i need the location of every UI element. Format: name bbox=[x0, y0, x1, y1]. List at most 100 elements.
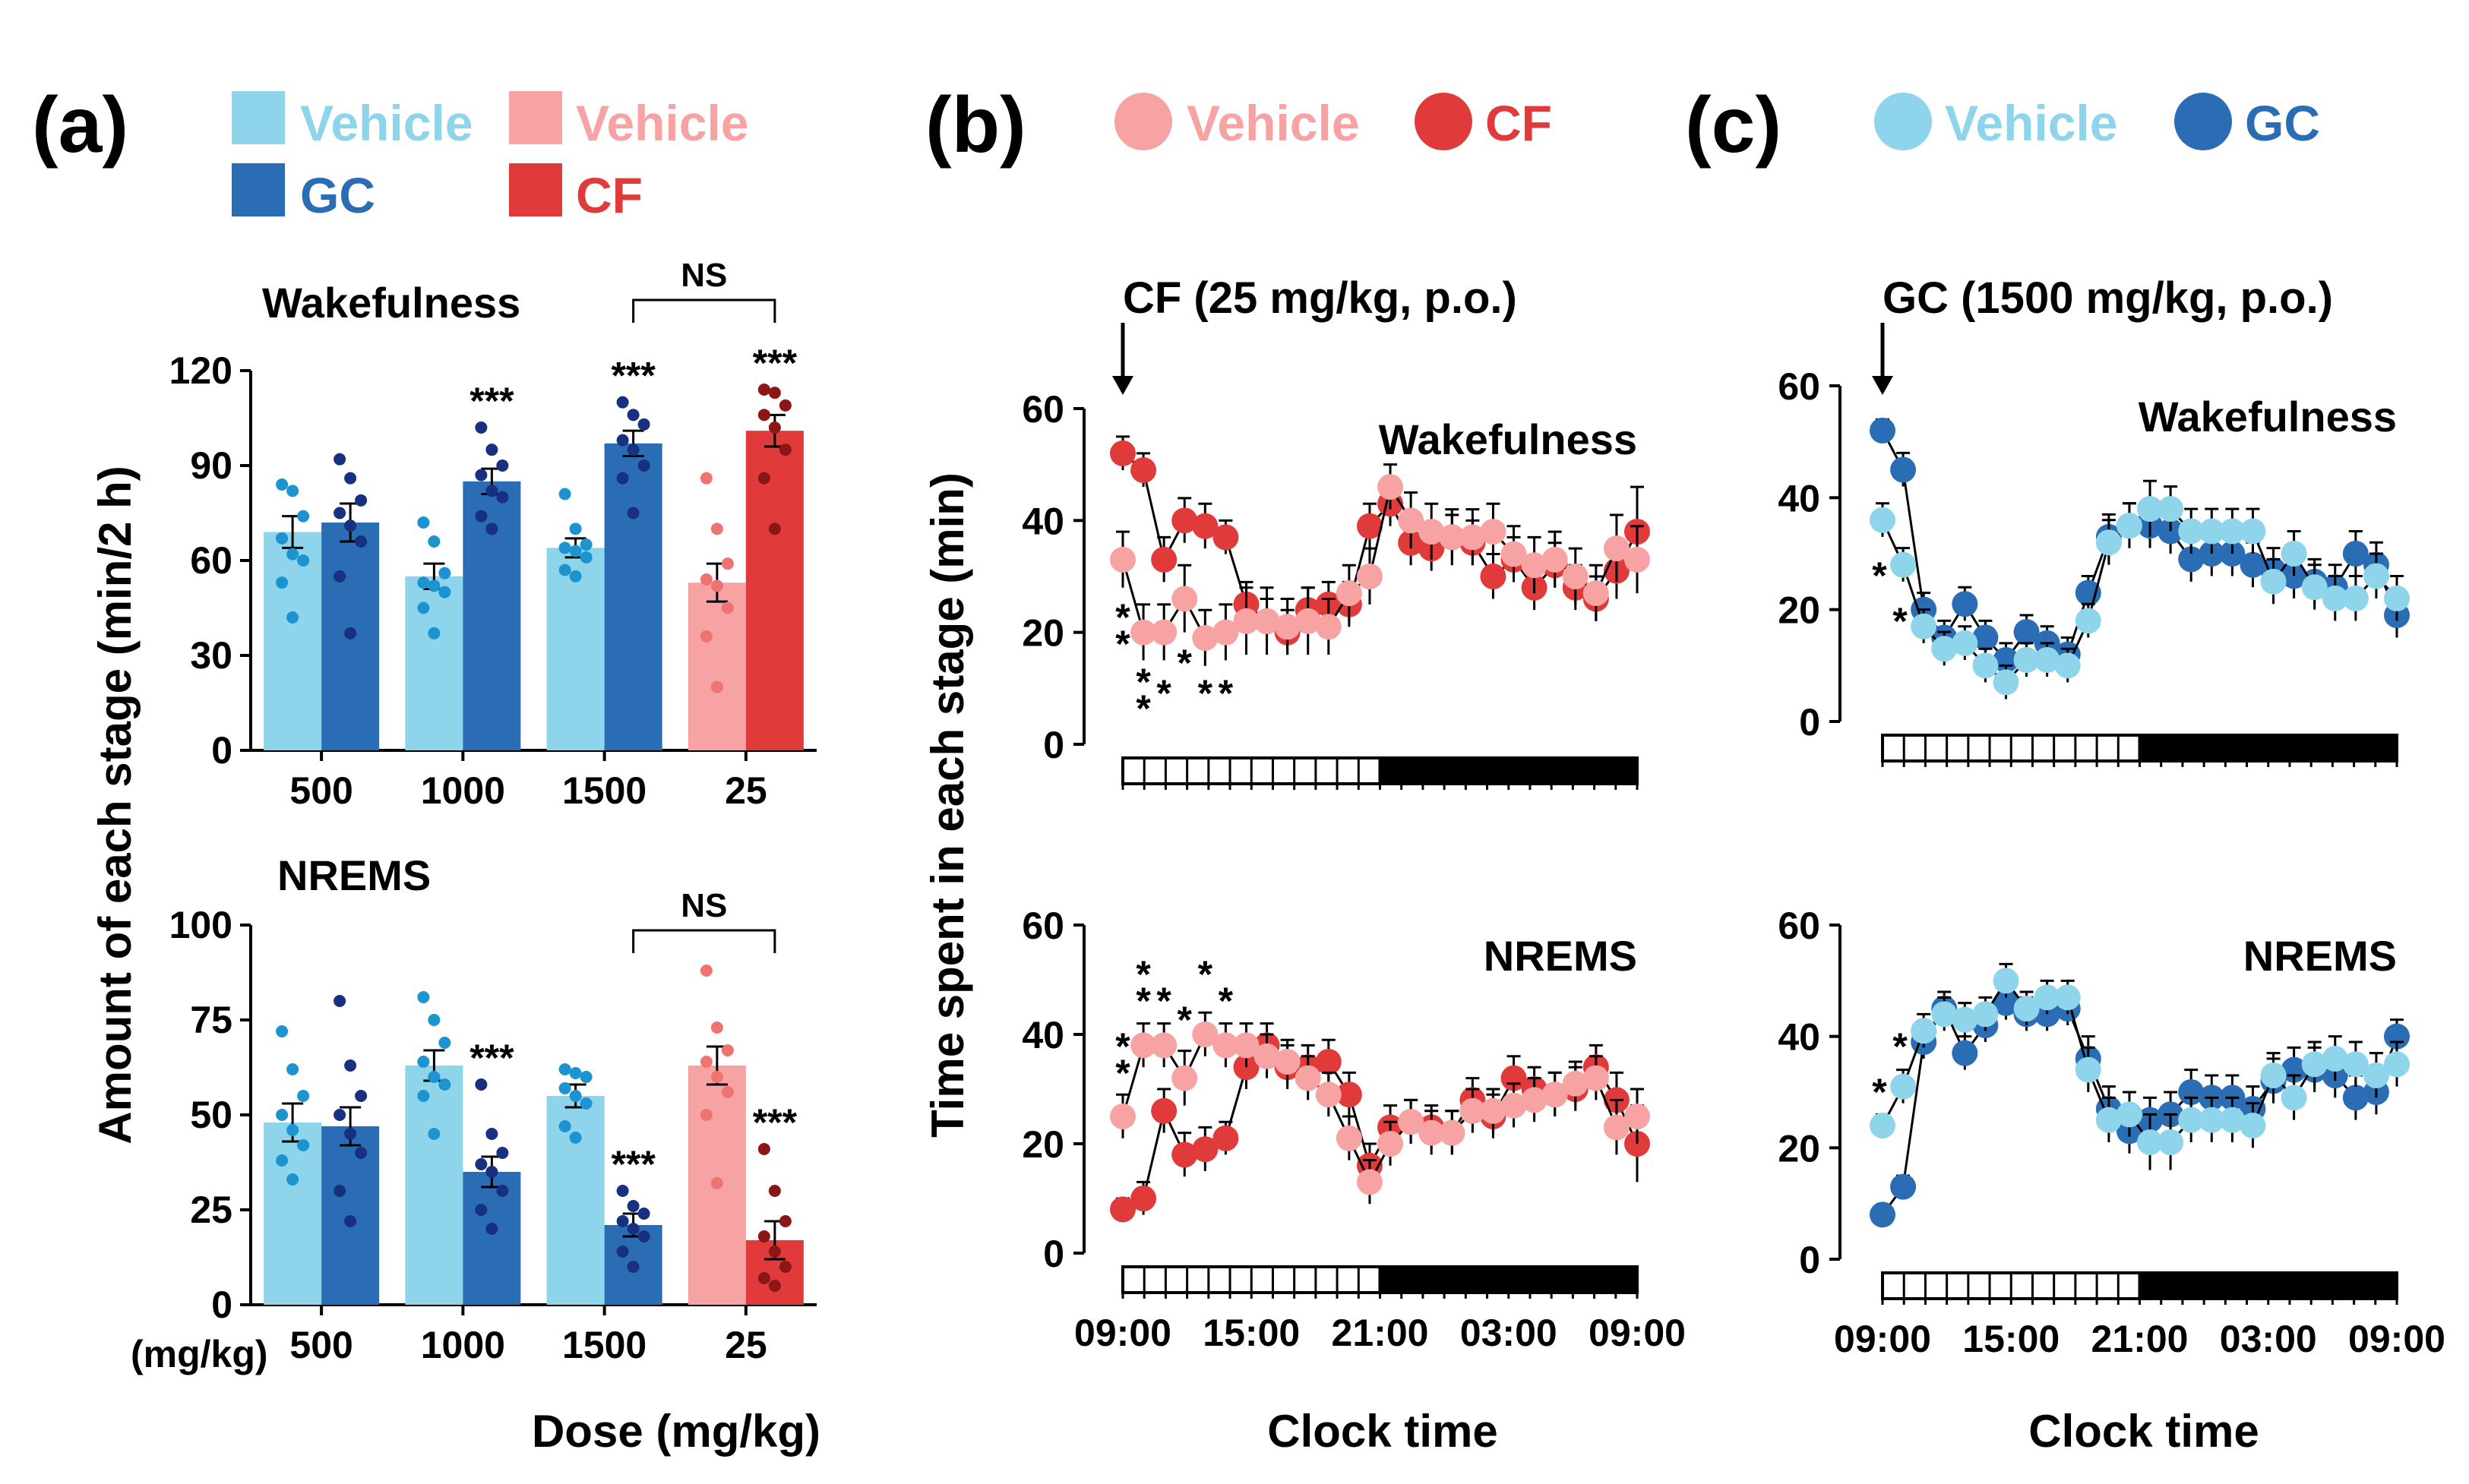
vehicle-series-point bbox=[2281, 541, 2307, 567]
vehicle-series-point bbox=[1562, 1070, 1589, 1097]
panel-a-y-axis-label: Amount of each stage (min/2 h) bbox=[90, 466, 141, 1144]
individual-point bbox=[710, 1177, 723, 1189]
vehicle-series-point bbox=[1439, 1119, 1465, 1146]
individual-point bbox=[297, 510, 310, 523]
drug-series-point bbox=[1151, 1097, 1178, 1124]
individual-point bbox=[768, 1280, 781, 1292]
vehicle-series-point bbox=[1377, 474, 1404, 500]
y-tick-label: 0 bbox=[1043, 724, 1064, 766]
y-tick-label: 25 bbox=[190, 1189, 232, 1231]
individual-point bbox=[569, 545, 582, 557]
vehicle-series-point bbox=[2034, 646, 2060, 673]
vehicle-series-point bbox=[1459, 524, 1486, 551]
x-tick-label: 500 bbox=[289, 769, 352, 812]
individual-point bbox=[627, 1223, 640, 1235]
vehicle-series-point bbox=[1295, 608, 1321, 634]
individual-point bbox=[710, 1071, 723, 1083]
individual-point bbox=[558, 1120, 571, 1132]
vehicle-series-point bbox=[1295, 1065, 1321, 1091]
significance-marker: * bbox=[1156, 672, 1171, 715]
significance-marker: * bbox=[1136, 687, 1151, 730]
vehicle-series-point bbox=[2363, 563, 2389, 589]
vehicle-series-point bbox=[1274, 1049, 1301, 1075]
individual-point bbox=[344, 1059, 357, 1072]
legend-label-gc: GC bbox=[300, 167, 375, 223]
vehicle-series-point bbox=[2322, 1046, 2348, 1072]
vehicle-series-point bbox=[1521, 552, 1547, 579]
individual-point bbox=[276, 532, 289, 545]
individual-point bbox=[344, 1128, 357, 1140]
drug-series-point bbox=[2342, 1085, 2369, 1111]
y-tick-label: 90 bbox=[190, 444, 232, 487]
chart-c-wakefulness: 0 20 40 60 Wakefulness ** bbox=[1778, 365, 2410, 767]
y-tick-label: 60 bbox=[1778, 365, 1820, 408]
x-tick-label: 09:00 bbox=[1834, 1318, 1931, 1360]
individual-point bbox=[721, 557, 734, 570]
y-tick-label: 40 bbox=[1022, 1014, 1064, 1056]
chart-title: Wakefulness bbox=[262, 279, 520, 327]
individual-point bbox=[438, 1037, 451, 1049]
y-tick-label: 75 bbox=[190, 999, 232, 1041]
legend-swatch-vehicle-gc bbox=[232, 91, 285, 144]
drug-series-point bbox=[2013, 619, 2040, 646]
vehicle-series-point bbox=[2384, 1051, 2410, 1078]
panel-b-x-axis-label: Clock time bbox=[1267, 1406, 1497, 1457]
vehicle-series-point bbox=[1952, 630, 1978, 656]
y-tick-label: 40 bbox=[1778, 1016, 1820, 1059]
individual-point bbox=[721, 601, 734, 614]
x-tick-label: 21:00 bbox=[1332, 1312, 1429, 1354]
individual-point bbox=[558, 1063, 571, 1075]
significance-marker: *** bbox=[753, 1101, 798, 1144]
panel-c-letter: (c) bbox=[1685, 81, 1781, 169]
vehicle-series-point bbox=[2219, 518, 2246, 545]
significance-marker: * bbox=[1136, 661, 1151, 703]
individual-point bbox=[569, 1067, 582, 1079]
individual-point bbox=[286, 611, 299, 624]
vehicle-series-point bbox=[1624, 1104, 1650, 1129]
vehicle-series-point bbox=[1233, 1032, 1260, 1059]
significance-marker: * bbox=[1115, 596, 1130, 639]
drug-series-point bbox=[1890, 456, 1917, 483]
individual-point bbox=[700, 1056, 713, 1068]
vehicle-series-point bbox=[2240, 1113, 2266, 1138]
drug-series-point bbox=[1110, 1196, 1136, 1223]
significance-marker: * bbox=[1198, 953, 1213, 996]
panel-a-x-axis-label: Dose (mg/kg) bbox=[532, 1406, 820, 1457]
y-tick-label: 0 bbox=[211, 729, 232, 772]
vehicle-series-point bbox=[1171, 1065, 1198, 1091]
chart-title: NREMS bbox=[277, 851, 431, 899]
vehicle-series-point bbox=[2301, 1051, 2328, 1078]
individual-point bbox=[485, 1128, 498, 1140]
drug-series-point bbox=[1952, 1040, 1978, 1066]
individual-point bbox=[344, 472, 357, 485]
x-tick-label: 09:00 bbox=[1589, 1312, 1686, 1354]
individual-point bbox=[580, 1071, 593, 1083]
panel-b-arrow-icon bbox=[1112, 376, 1133, 395]
drug-series-point bbox=[1315, 1049, 1342, 1075]
individual-point bbox=[428, 579, 441, 592]
significance-marker: * bbox=[1219, 672, 1234, 715]
y-tick-label: 40 bbox=[1778, 477, 1820, 519]
vehicle-series-point bbox=[1192, 1021, 1219, 1047]
individual-point bbox=[334, 1185, 346, 1197]
individual-point bbox=[286, 1124, 299, 1136]
drug-series-point bbox=[1993, 990, 2019, 1016]
individual-point bbox=[637, 459, 650, 472]
individual-point bbox=[417, 1090, 430, 1102]
vehicle-series-point bbox=[1336, 580, 1362, 607]
y-tick-label: 120 bbox=[169, 349, 232, 392]
panel-a-legend: Vehicle GC Vehicle CF bbox=[232, 91, 749, 223]
individual-point bbox=[496, 1147, 509, 1159]
chart-a-wakefulness: 0 30 60 90 120 Wakefulness 500 1000 *** 1500 *** 25… bbox=[169, 257, 817, 812]
vehicle-series-point bbox=[1562, 564, 1589, 589]
individual-point bbox=[757, 409, 770, 422]
individual-point bbox=[627, 444, 640, 456]
y-tick-label: 60 bbox=[1022, 905, 1064, 947]
individual-point bbox=[627, 409, 640, 422]
drug-series-point bbox=[1870, 1201, 1895, 1228]
vehicle-series-point bbox=[1439, 524, 1465, 551]
individual-point bbox=[569, 523, 582, 535]
individual-point bbox=[417, 516, 430, 529]
panel-b-annotation: CF (25 mg/kg, p.o.) bbox=[1112, 273, 1517, 395]
